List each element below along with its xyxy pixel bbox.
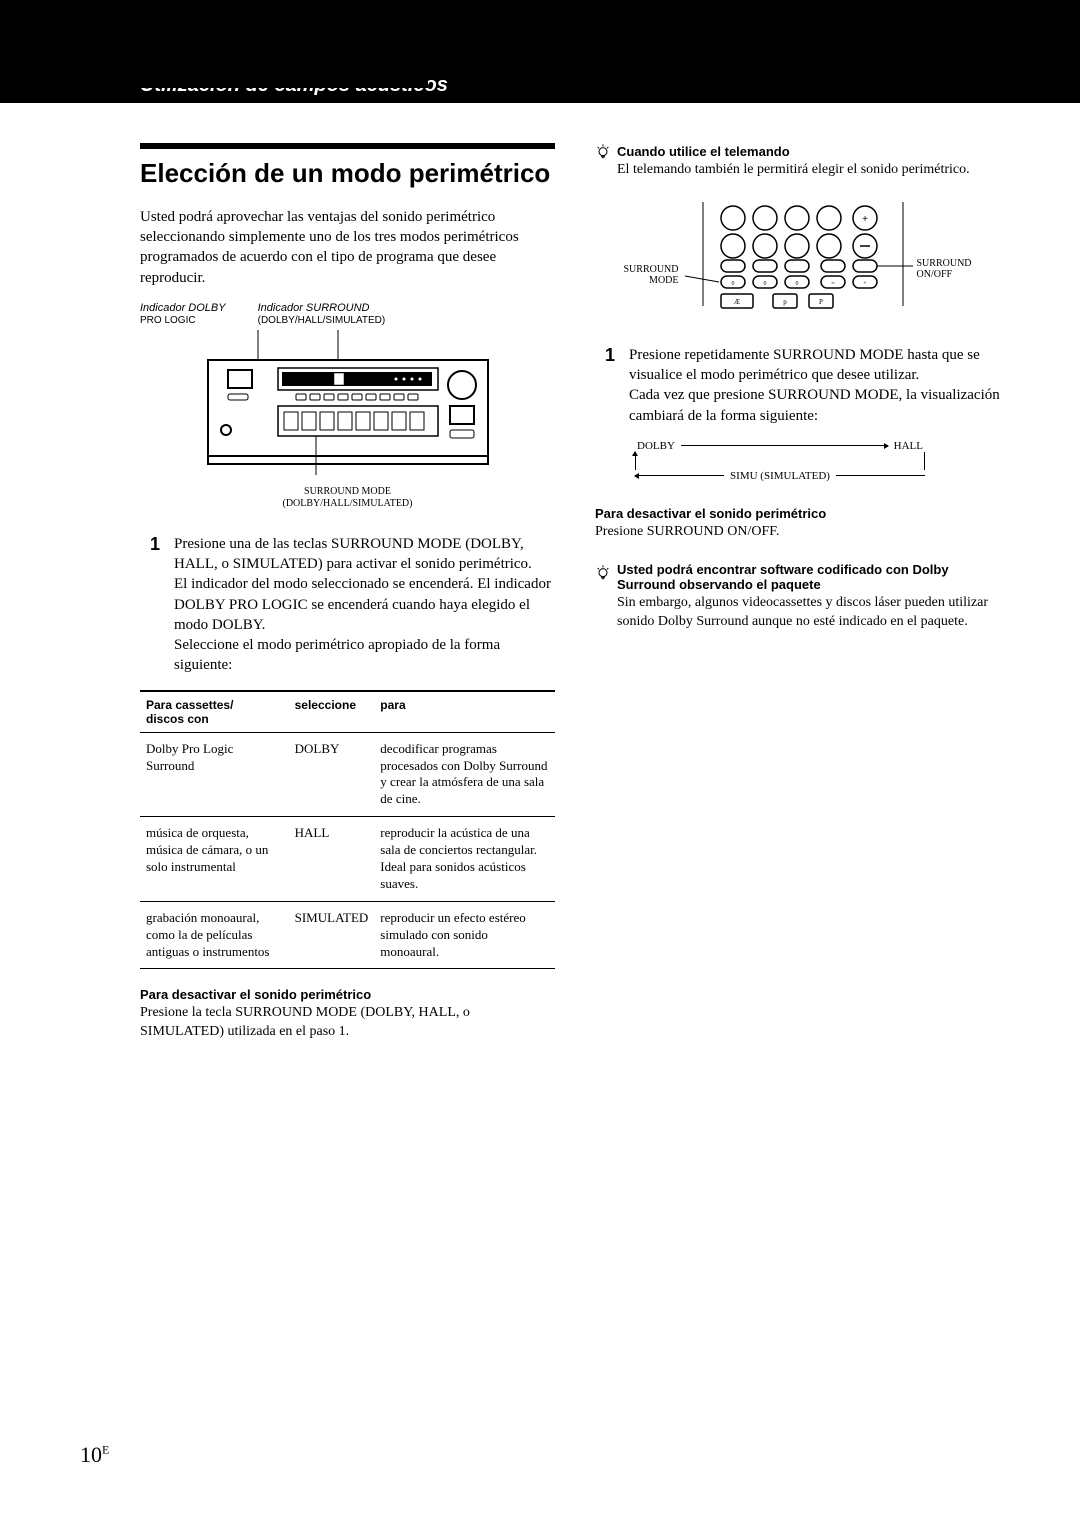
svg-text:p: p: [783, 298, 787, 306]
tip2-body: Sin embargo, algunos videocassettes y di…: [617, 594, 1010, 632]
right-step-1: 1 Presione repetidamente SURROUND MODE h…: [595, 345, 1010, 426]
indicator-right-bottom: (DOLBY/HALL/SIMULATED): [258, 315, 386, 326]
svg-text:0: 0: [795, 281, 798, 287]
tip2-head: Usted podrá encontrar software codificad…: [595, 562, 1010, 592]
indicator-left-top: Indicador DOLBY: [140, 302, 226, 314]
cell-for: decodificar programas procesados con Dol…: [374, 732, 555, 817]
diagram-caption-top: SURROUND MODE: [304, 486, 391, 497]
device-diagram: [188, 330, 508, 480]
lightbulb-icon: [595, 564, 611, 580]
modes-table: Para cassettes/ discos con seleccione pa…: [140, 690, 555, 970]
right-deactivate-body: Presione SURROUND ON/OFF.: [595, 523, 1010, 542]
cell-source: grabación monoaural, como la de película…: [140, 901, 289, 969]
svg-text:Æ: Æ: [733, 298, 739, 306]
indicator-right-top: Indicador SURROUND: [258, 302, 370, 314]
tip1-head: Cuando utilice el telemando: [595, 143, 1010, 159]
intro-paragraph: Usted podrá aprovechar las ventajas del …: [140, 207, 555, 288]
th-for: para: [374, 691, 555, 733]
tip1-body: El telemando también le permitirá elegir…: [617, 161, 1010, 180]
indicator-right: Indicador SURROUND (DOLBY/HALL/SIMULATED…: [258, 302, 386, 326]
line-right: [836, 475, 925, 476]
deactivate-body: Presione la tecla SURROUND MODE (DOLBY, …: [140, 1004, 555, 1042]
arrow-right-icon: [681, 445, 888, 446]
svg-text:0: 0: [731, 281, 734, 287]
th-select: seleccione: [289, 691, 375, 733]
deactivate-head: Para desactivar el sonido perimétrico: [140, 987, 555, 1002]
page-number: 10E: [80, 1442, 109, 1468]
page-title: Elección de un modo perimétrico: [140, 159, 555, 189]
cycle-simu: SIMU (SIMULATED): [724, 470, 836, 482]
header-black-box: [138, 0, 428, 88]
content-area: Elección de un modo perimétrico Usted po…: [0, 103, 1080, 1056]
cell-for: reproducir un efecto estéreo simulado co…: [374, 901, 555, 969]
cell-source: música de orquesta, música de cámara, o …: [140, 817, 289, 902]
tip1-head-text: Cuando utilice el telemando: [617, 144, 790, 159]
diagram-caption-bottom: (DOLBY/HALL/SIMULATED): [283, 498, 413, 509]
arrow-left-icon: [635, 475, 724, 476]
arrow-up-icon: [635, 452, 636, 470]
remote-label-left-top: SURROUND: [623, 264, 678, 275]
step-number: 1: [595, 345, 615, 426]
indicator-left: Indicador DOLBY PRO LOGIC: [140, 302, 226, 326]
step-body: Presione repetidamente SURROUND MODE has…: [629, 345, 1010, 426]
cycle-dolby: DOLBY: [635, 440, 677, 452]
tip2-head-text: Usted podrá encontrar software codificad…: [617, 562, 1010, 592]
lightbulb-icon: [595, 143, 611, 159]
remote-diagram: SURROUND MODE SURROUND ON/OFF +: [613, 196, 993, 321]
svg-text:0: 0: [763, 281, 766, 287]
step-body: Presione una de las teclas SURROUND MODE…: [174, 534, 555, 676]
page-num-suffix: E: [102, 1443, 109, 1457]
table-row: Dolby Pro Logic Surround DOLBY decodific…: [140, 732, 555, 817]
remote-label-left: SURROUND MODE: [609, 264, 679, 286]
page-num-value: 10: [80, 1442, 102, 1467]
cell-select: HALL: [289, 817, 375, 902]
right-deactivate-head: Para desactivar el sonido perimétrico: [595, 506, 1010, 521]
indicator-left-bottom: PRO LOGIC: [140, 315, 196, 326]
cell-select: DOLBY: [289, 732, 375, 817]
remote-label-left-bottom: MODE: [649, 275, 678, 286]
cell-for: reproducir la acústica de una sala de co…: [374, 817, 555, 902]
remote-label-right-bottom: ON/OFF: [917, 269, 953, 280]
table-row: grabación monoaural, como la de película…: [140, 901, 555, 969]
cycle-hall: HALL: [892, 440, 925, 452]
th-source: Para cassettes/ discos con: [140, 691, 289, 733]
remote-label-right-top: SURROUND: [917, 258, 972, 269]
left-column: Elección de un modo perimétrico Usted po…: [140, 143, 555, 1056]
table-row: música de orquesta, música de cámara, o …: [140, 817, 555, 902]
step-number: 1: [140, 534, 160, 676]
receiver-svg: [198, 330, 498, 480]
svg-text:+: +: [862, 214, 868, 225]
cell-source: Dolby Pro Logic Surround: [140, 732, 289, 817]
cell-select: SIMULATED: [289, 901, 375, 969]
left-step-1: 1 Presione una de las teclas SURROUND MO…: [140, 534, 555, 676]
diagram-caption: SURROUND MODE (DOLBY/HALL/SIMULATED): [140, 486, 555, 510]
cycle-diagram: DOLBY HALL SIMU (SIMULATED): [635, 440, 925, 482]
svg-text:P: P: [819, 298, 823, 306]
right-column: Cuando utilice el telemando El telemando…: [595, 143, 1010, 1056]
modes-tbody: Dolby Pro Logic Surround DOLBY decodific…: [140, 732, 555, 969]
indicator-labels: Indicador DOLBY PRO LOGIC Indicador SURR…: [140, 302, 555, 326]
title-rule: [140, 143, 555, 149]
line-down: [924, 452, 925, 470]
remote-label-right: SURROUND ON/OFF: [917, 258, 997, 280]
remote-svg: +: [613, 196, 993, 316]
